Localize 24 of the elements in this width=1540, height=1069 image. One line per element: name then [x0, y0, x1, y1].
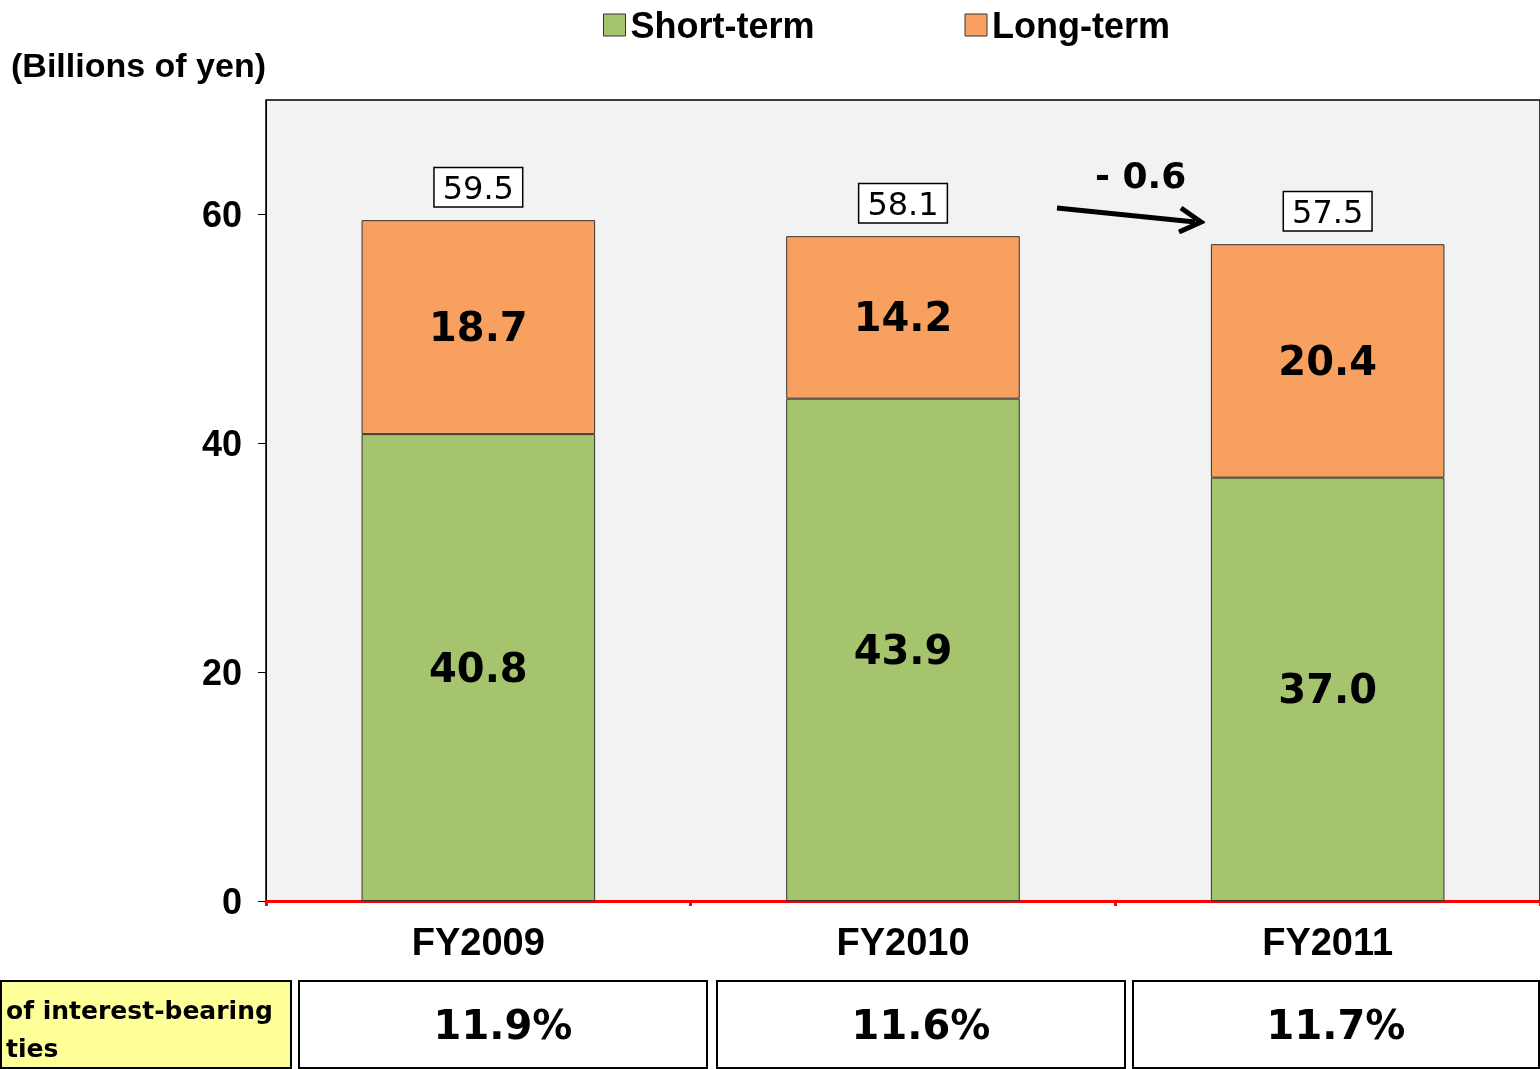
- data-label: 40.8: [428, 644, 528, 691]
- x-tick-label: FY2009: [411, 921, 545, 963]
- data-label: 43.9: [853, 626, 953, 673]
- data-label: 18.7: [428, 304, 528, 351]
- total-label: 57.5: [1292, 193, 1364, 232]
- y-tick-label: 60: [201, 193, 242, 235]
- data-label: 37.0: [1278, 666, 1378, 713]
- total-label: 59.5: [442, 169, 514, 208]
- y-tick-label: 20: [201, 651, 242, 693]
- legend-label: Long-term: [992, 4, 1170, 46]
- total-label: 58.1: [867, 185, 939, 224]
- x-tick-label: FY2011: [1262, 921, 1394, 963]
- text: 11.7%: [1132, 980, 1540, 1069]
- y-axis-title: (Billions of yen): [11, 46, 266, 84]
- text: 11.6%: [716, 980, 1126, 1069]
- y-tick-label: 40: [201, 422, 242, 464]
- y-tick-label: 0: [221, 880, 242, 922]
- data-label: 20.4: [1278, 337, 1378, 384]
- annotation: - 0.6: [1095, 155, 1187, 196]
- x-tick-label: FY2010: [836, 921, 970, 963]
- text: of interest-bearing ties: [0, 980, 292, 1069]
- legend-label: Short-term: [630, 4, 815, 46]
- data-label: 14.2: [853, 294, 953, 341]
- text: 11.9%: [298, 980, 708, 1069]
